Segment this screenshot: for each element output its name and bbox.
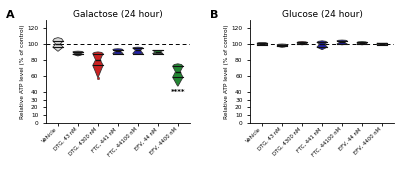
Polygon shape (297, 42, 307, 45)
Polygon shape (277, 44, 287, 47)
Polygon shape (153, 50, 163, 54)
Title: Glucose (24 hour): Glucose (24 hour) (282, 10, 362, 19)
Y-axis label: Relative ATP level (% of control): Relative ATP level (% of control) (20, 24, 25, 119)
Polygon shape (317, 41, 327, 49)
Polygon shape (73, 51, 83, 56)
Polygon shape (93, 52, 103, 77)
Text: A: A (6, 10, 14, 20)
Title: Galactose (24 hour): Galactose (24 hour) (73, 10, 163, 19)
Polygon shape (337, 40, 347, 45)
Polygon shape (257, 43, 267, 46)
Polygon shape (53, 38, 63, 51)
Text: B: B (210, 10, 218, 20)
Polygon shape (113, 49, 123, 54)
Y-axis label: Relative ATP level (% of control): Relative ATP level (% of control) (224, 24, 229, 119)
Polygon shape (173, 64, 183, 86)
Polygon shape (357, 42, 367, 45)
Polygon shape (377, 43, 387, 45)
Text: ****: **** (170, 89, 185, 95)
Polygon shape (133, 47, 143, 54)
